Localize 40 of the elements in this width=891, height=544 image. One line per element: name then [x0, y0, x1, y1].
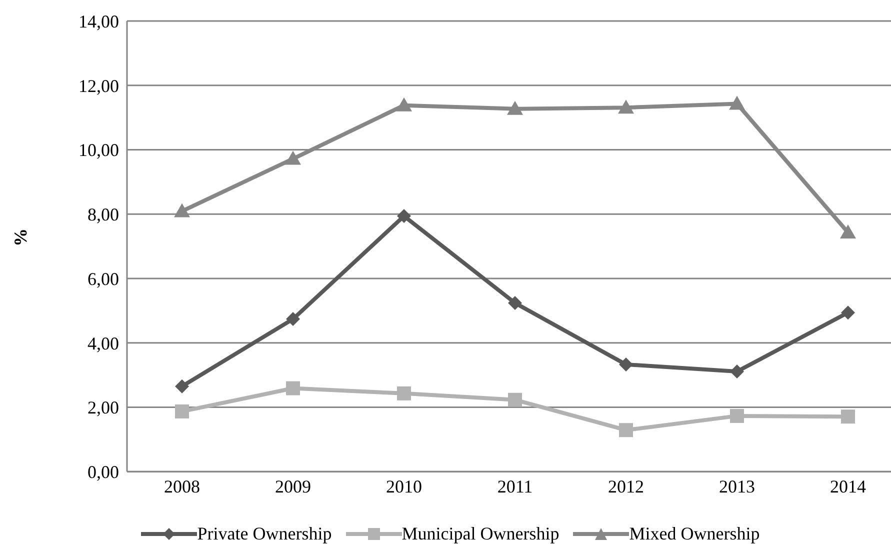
x-tick-label: 2008 [164, 476, 200, 496]
y-tick-label: 0,00 [88, 462, 119, 482]
y-axis-title: % [10, 228, 30, 246]
legend-label: Private Ownership [197, 523, 332, 543]
y-tick-label: 4,00 [88, 333, 119, 354]
y-tick-label: 12,00 [78, 76, 119, 96]
x-tick-label: 2011 [497, 476, 533, 496]
x-tick-label: 2013 [719, 476, 755, 496]
x-tick-label: 2014 [830, 476, 866, 496]
point [730, 408, 744, 423]
x-tick-label: 2009 [275, 476, 311, 496]
point [840, 224, 856, 238]
legend-label: Mixed Ownership [629, 523, 760, 543]
point [286, 312, 300, 326]
point [174, 203, 190, 218]
point [841, 410, 855, 424]
point [175, 404, 189, 418]
point [285, 150, 301, 165]
x-tick-label: 2012 [608, 476, 644, 496]
y-tick-label: 6,00 [88, 268, 119, 289]
y-tick-label: 2,00 [88, 398, 119, 418]
x-tick-label: 2010 [386, 476, 422, 496]
y-tick-label: 14,00 [78, 11, 119, 32]
point [286, 381, 300, 396]
legend-label: Municipal Ownership [402, 523, 560, 543]
point [397, 209, 411, 224]
point [841, 306, 855, 320]
point [619, 423, 633, 438]
point [619, 357, 633, 372]
point [396, 97, 412, 112]
point [508, 392, 522, 407]
y-tick-label: 8,00 [88, 204, 119, 225]
point [175, 379, 189, 394]
point [507, 100, 523, 115]
point [508, 296, 522, 310]
point [618, 100, 634, 114]
y-tick-label: 10,00 [78, 140, 119, 160]
point [397, 386, 411, 400]
point [730, 364, 744, 379]
point [729, 96, 745, 110]
